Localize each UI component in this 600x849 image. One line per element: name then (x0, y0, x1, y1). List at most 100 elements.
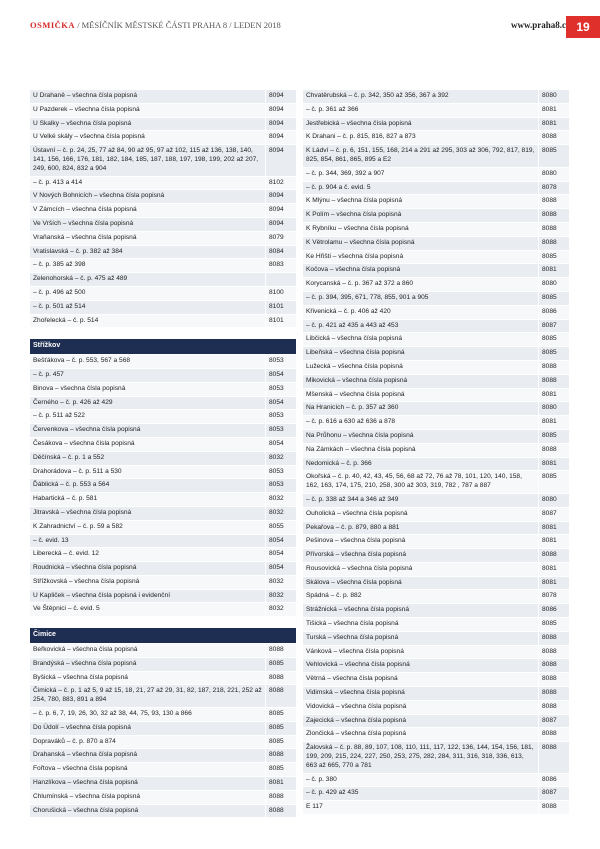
street: Roudnická – všechna čísla popisná (30, 561, 266, 576)
code: 8088 (538, 645, 569, 660)
street-row: K Ládví – č. p. 6, 151, 155, 168, 214 a … (303, 144, 569, 168)
street: U Velké skály – všechna čísla popisná (30, 130, 266, 146)
code: 8087 (538, 507, 569, 522)
street: – č. p. 616 a 630 až 636 a 878 (303, 415, 539, 430)
street: Ke Hřišti – všechna čísla popisná (303, 250, 539, 265)
street: Žalovská – č. p. 88, 89, 107, 108, 110, … (303, 741, 539, 774)
street-row: Děčínská – č. p. 1 a 552 8032 (30, 451, 296, 466)
street-row: – č. p. 421 až 435 a 443 až 453 8087 (303, 319, 569, 334)
street-row: – č. evid. 13 8054 (30, 534, 296, 549)
code: 8085 (538, 332, 569, 348)
street-row: Hanzlíkova – všechna čísla popisná 8081 (30, 776, 296, 791)
street-row: Dopraváků – č. p. 870 a 874 8085 (30, 735, 296, 750)
street: Chlumínská – všechna čísla popisná (30, 790, 266, 805)
code: 8088 (265, 643, 296, 658)
street: – č. p. 511 až 522 (30, 409, 266, 425)
code: 8088 (538, 360, 569, 375)
code: 8085 (265, 657, 296, 672)
street-row: – č. p. 394, 395, 671, 778, 855, 901 a 9… (303, 291, 569, 306)
street-row: Zajecická – všechna čísla popisná 8087 (303, 714, 569, 729)
street-row: Libčická – všechna čísla popisná 8085 (303, 332, 569, 348)
street: K Zahradnictví – č. p. 59 a 582 (30, 520, 266, 535)
street-row: Bešťákova – č. p. 553, 567 a 568 8053 (30, 354, 296, 369)
code: 8080 (538, 90, 569, 104)
code: 8054 (265, 534, 296, 549)
code: 8085 (265, 721, 296, 736)
url[interactable]: www.praha8.cz (511, 20, 570, 30)
street-row: Strážnická – všechna čísla popisná 8086 (303, 603, 569, 619)
street: Děčínská – č. p. 1 a 552 (30, 451, 266, 466)
street: K Ládví – č. p. 6, 151, 155, 168, 214 a … (303, 144, 539, 168)
street: – č. evid. 13 (30, 534, 266, 549)
street: Chvatěrubská – č. p. 342, 350 až 356, 36… (303, 90, 539, 104)
code: 8094 (265, 117, 296, 132)
code: 8085 (265, 735, 296, 750)
street: Libčická – všechna čísla popisná (303, 332, 539, 348)
street-row: Žalovská – č. p. 88, 89, 107, 108, 110, … (303, 741, 569, 774)
street: Rousovická – všechna čísla popisná (303, 562, 539, 577)
code: 8088 (265, 804, 296, 819)
street: Habartická – č. p. 581 (30, 492, 266, 507)
street-row: Mikovická – všechna čísla popisná 8088 (303, 374, 569, 389)
street-table: Čimice Beřkovická – všechna čísla popisná… (30, 628, 296, 819)
street-row: Zlončická – všechna čísla popisná 8088 (303, 727, 569, 743)
street-row: Vidovická – všechna čísla popisná 8088 (303, 700, 569, 715)
street: Spádná – č. p. 882 (303, 589, 539, 605)
code: 8094 (265, 217, 296, 232)
street-row: Chvatěrubská – č. p. 342, 350 až 356, 36… (303, 90, 569, 104)
street: Liberecká – č. evid. 12 (30, 547, 266, 563)
street-row: Tišická – všechna čísla popisná 8085 (303, 617, 569, 632)
code: 8087 (538, 714, 569, 729)
street-row: Na Průhonu – všechna čísla popisná 8085 (303, 429, 569, 444)
code: 8088 (538, 700, 569, 715)
street-row: Větrná – všechna čísla popisná 8088 (303, 672, 569, 688)
code: 8094 (265, 90, 296, 104)
street: Ve Vrších – všechna čísla popisná (30, 217, 266, 232)
street-row: V Zámcích – všechna čísla popisná 8094 (30, 203, 296, 218)
code: 8053 (265, 423, 296, 438)
street-row: Drahorádova – č. p. 511 a 530 8053 (30, 465, 296, 480)
code: 8053 (265, 465, 296, 480)
street: V Zámcích – všechna čísla popisná (30, 203, 266, 218)
street: Pešinova – všechna čísla popisná (303, 534, 539, 550)
street-row: Ouholická – všechna čísla popisná 8087 (303, 507, 569, 522)
street: Binova – všechna čísla popisná (30, 382, 266, 397)
street: U Drahaně – všechna čísla popisná (30, 90, 266, 104)
street: Zhořelecká – č. p. 514 (30, 314, 266, 329)
street-row: V Nových Bohnicích – všechna čísla popis… (30, 189, 296, 205)
street: Korycanská – č. p. 367 až 372 a 860 (303, 277, 539, 292)
street-row: Okořská – č. p. 40, 42, 43, 45, 56, 68 a… (303, 470, 569, 494)
code: 8081 (538, 388, 569, 403)
street-row: Lužecká – všechna čísla popisná 8088 (303, 360, 569, 375)
street-row: – č. p. 511 až 522 8053 (30, 409, 296, 425)
code: 8085 (538, 144, 569, 168)
section-title: Čimice (30, 628, 296, 645)
street-row: K Větrolamu – všechna čísla popisná 8088 (303, 236, 569, 251)
street: Byšická – všechna čísla popisná (30, 671, 266, 686)
street: Vraňanská – všechna čísla popisná (30, 231, 266, 246)
street-row: Brandýská – všechna čísla popisná 8085 (30, 657, 296, 672)
code: 8086 (538, 603, 569, 619)
street-row: – č. p. 344, 369, 392 a 907 8080 (303, 167, 569, 182)
code: 8079 (265, 231, 296, 246)
street: Červenkova – všechna čísla popisná (30, 423, 266, 438)
page-number: 19 (566, 16, 600, 38)
street-row: Červenkova – všechna čísla popisná 8053 (30, 423, 296, 438)
street-row: Česákova – všechna čísla popisná 8054 (30, 437, 296, 452)
subtitle: / MĚSÍČNÍK MĚSTSKÉ ČÁSTI PRAHA 8 / LEDEN… (77, 20, 281, 30)
street: – č. p. 421 až 435 a 443 až 453 (303, 319, 539, 334)
code: 8088 (538, 800, 569, 816)
code: 8101 (265, 300, 296, 315)
street-row: Do Údolí – všechna čísla popisná 8085 (30, 721, 296, 736)
street: Na Hranicích – č. p. 357 až 360 (303, 401, 539, 417)
street-row: – č. p. 338 až 344 a 346 až 349 8080 (303, 493, 569, 508)
code: 8088 (538, 548, 569, 563)
code: 8101 (265, 314, 296, 329)
street-row: Ďáblická – č. p. 553 a 564 8053 (30, 478, 296, 494)
street-row: Čimická – č. p. 1 až 5, 9 až 15, 18, 21,… (30, 684, 296, 709)
code: 8032 (265, 575, 296, 590)
street-row: U Kapliček – všechna čísla popisná i evi… (30, 589, 296, 604)
street: K Rybníku – všechna čísla popisná (303, 222, 539, 237)
street: Drahanská – všechna čísla popisná (30, 748, 266, 764)
street: U Pazderek – všechna čísla popisná (30, 103, 266, 118)
